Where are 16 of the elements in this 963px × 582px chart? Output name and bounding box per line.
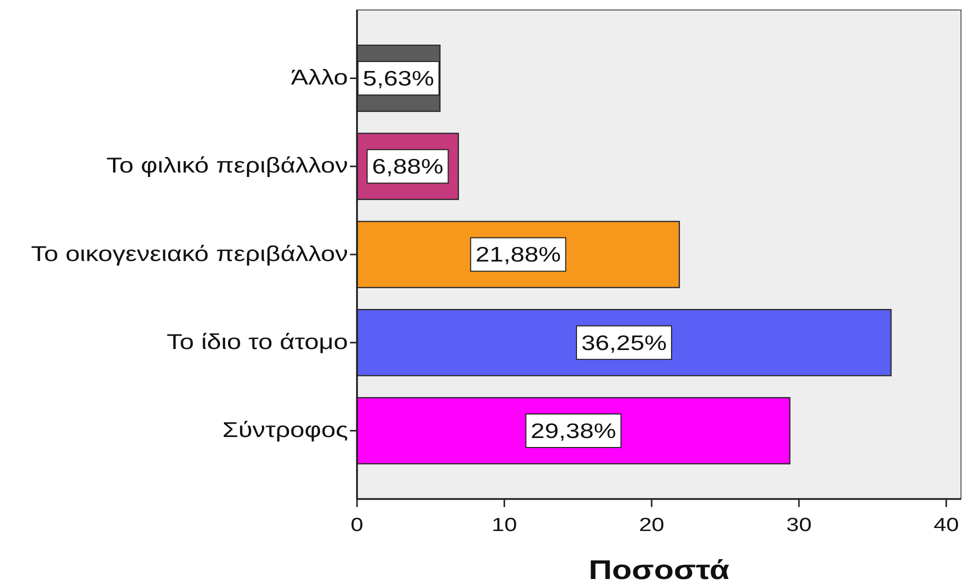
data-label: 29,38% <box>530 418 616 442</box>
data-label: 5,63% <box>362 66 434 90</box>
y-tick-label: Το ίδιο το άτομο <box>166 330 348 354</box>
data-label: 36,25% <box>581 330 667 354</box>
data-label: 6,88% <box>372 154 444 178</box>
x-tick-label: 0 <box>350 514 364 536</box>
y-tick-label: Το φιλικό περιβάλλον <box>106 154 348 178</box>
x-axis-title: Ποσοστά <box>588 555 730 582</box>
x-tick-label: 40 <box>934 514 959 536</box>
data-label: 21,88% <box>475 242 561 266</box>
y-tick-label: Σύντροφος <box>222 418 348 442</box>
x-tick-label: 20 <box>638 514 664 536</box>
x-tick-label: 30 <box>786 514 812 536</box>
y-tick-label: Άλλο <box>291 66 348 90</box>
x-tick-label: 10 <box>492 514 517 536</box>
y-tick-label: Το οικογενειακό περιβάλλον <box>31 242 348 266</box>
